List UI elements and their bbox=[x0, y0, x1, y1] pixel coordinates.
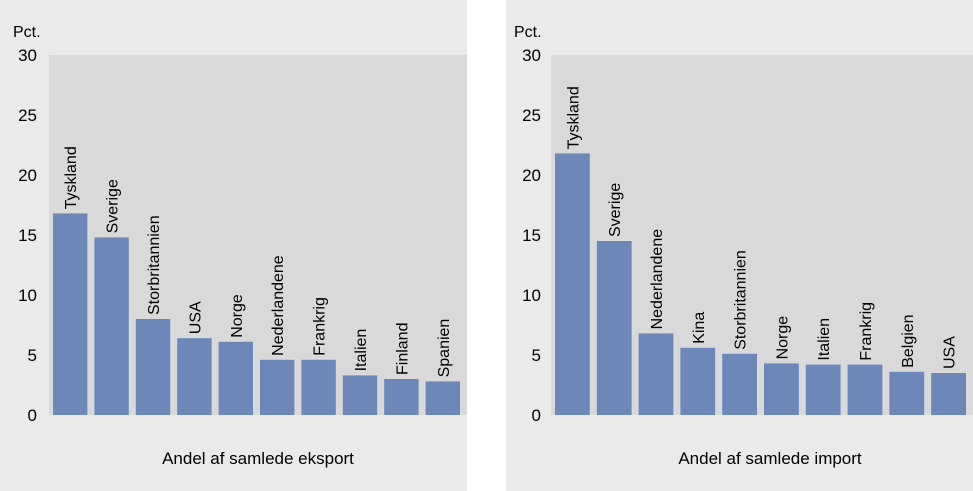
export-y-tick-label: 15 bbox=[18, 226, 37, 245]
export-bar bbox=[425, 381, 460, 415]
import-bar-label: Norge bbox=[774, 316, 791, 360]
export-y-tick-label: 30 bbox=[18, 46, 37, 65]
export-bar bbox=[301, 359, 336, 415]
export-bar bbox=[384, 379, 419, 415]
import-chart: Pct. 0 5 10 15 20 25 30 Tyskland Sverige Nederland… bbox=[514, 24, 973, 468]
import-unit-label: Pct. bbox=[514, 24, 542, 41]
export-chart: Pct. 0 5 10 15 20 25 30 Tyskland Sverige Storbrita… bbox=[13, 24, 467, 468]
import-bar-label: USA bbox=[942, 336, 959, 369]
import-bar-label: Kina bbox=[691, 312, 708, 344]
import-bar-label: Tyskland bbox=[565, 86, 582, 149]
import-y-tick-label: 15 bbox=[522, 226, 541, 245]
import-bar bbox=[847, 364, 883, 415]
import-y-tick-label: 10 bbox=[522, 286, 541, 305]
import-bar bbox=[555, 153, 590, 415]
import-bar-label: Storbritannien bbox=[733, 250, 750, 350]
export-bar bbox=[135, 319, 171, 415]
export-bar bbox=[177, 338, 212, 415]
import-bar bbox=[931, 373, 966, 415]
export-bar-label: Frankrig bbox=[312, 297, 329, 356]
import-bar bbox=[764, 363, 799, 415]
import-chart-panel: Pct. 0 5 10 15 20 25 30 Tyskland Sverige Nederland… bbox=[506, 0, 973, 491]
export-y-tick-label: 5 bbox=[28, 346, 37, 365]
export-bar-label: Nederlandene bbox=[270, 255, 287, 356]
import-y-tick-label: 20 bbox=[522, 166, 541, 185]
export-y-tick-label: 20 bbox=[18, 166, 37, 185]
export-bar-label: Norge bbox=[229, 294, 246, 338]
export-unit-label: Pct. bbox=[13, 24, 41, 41]
export-bar-label: Spanien bbox=[436, 319, 453, 378]
import-y-tick-label: 25 bbox=[522, 106, 541, 125]
export-chart-panel: Pct. 0 5 10 15 20 25 30 Tyskland Sverige Storbrita… bbox=[0, 0, 467, 491]
import-bar bbox=[680, 347, 716, 415]
import-bar bbox=[805, 364, 841, 415]
export-y-tick-label: 10 bbox=[18, 286, 37, 305]
export-bar-label: Italien bbox=[353, 329, 370, 372]
import-bar-label: Nederlandene bbox=[649, 229, 666, 330]
import-bar-label: Italien bbox=[816, 318, 833, 361]
import-bar-label: Frankrig bbox=[858, 302, 875, 361]
export-bar bbox=[94, 237, 129, 415]
import-y-tick-label: 0 bbox=[532, 406, 541, 425]
import-bar-label: Belgien bbox=[900, 314, 917, 367]
export-x-axis-label: Andel af samlede eksport bbox=[162, 449, 354, 468]
export-bar-label: USA bbox=[187, 301, 204, 334]
export-bar bbox=[53, 213, 88, 415]
import-bar bbox=[596, 241, 632, 415]
import-bar bbox=[638, 333, 674, 415]
import-x-axis-label: Andel af samlede import bbox=[678, 449, 862, 468]
import-bar bbox=[722, 353, 757, 415]
export-bar-label: Tyskland bbox=[63, 146, 80, 209]
export-bar bbox=[342, 375, 378, 415]
export-bar-label: Finland bbox=[394, 323, 411, 375]
import-y-tick-label: 5 bbox=[532, 346, 541, 365]
import-bar bbox=[889, 371, 925, 415]
export-bar bbox=[260, 359, 295, 415]
export-bar-label: Storbritannien bbox=[146, 215, 163, 315]
export-y-tick-label: 0 bbox=[28, 406, 37, 425]
import-y-tick-label: 30 bbox=[522, 46, 541, 65]
export-bar bbox=[218, 341, 253, 415]
export-bar-label: Sverige bbox=[105, 179, 122, 233]
export-y-tick-label: 25 bbox=[18, 106, 37, 125]
import-bar-label: Sverige bbox=[607, 183, 624, 237]
